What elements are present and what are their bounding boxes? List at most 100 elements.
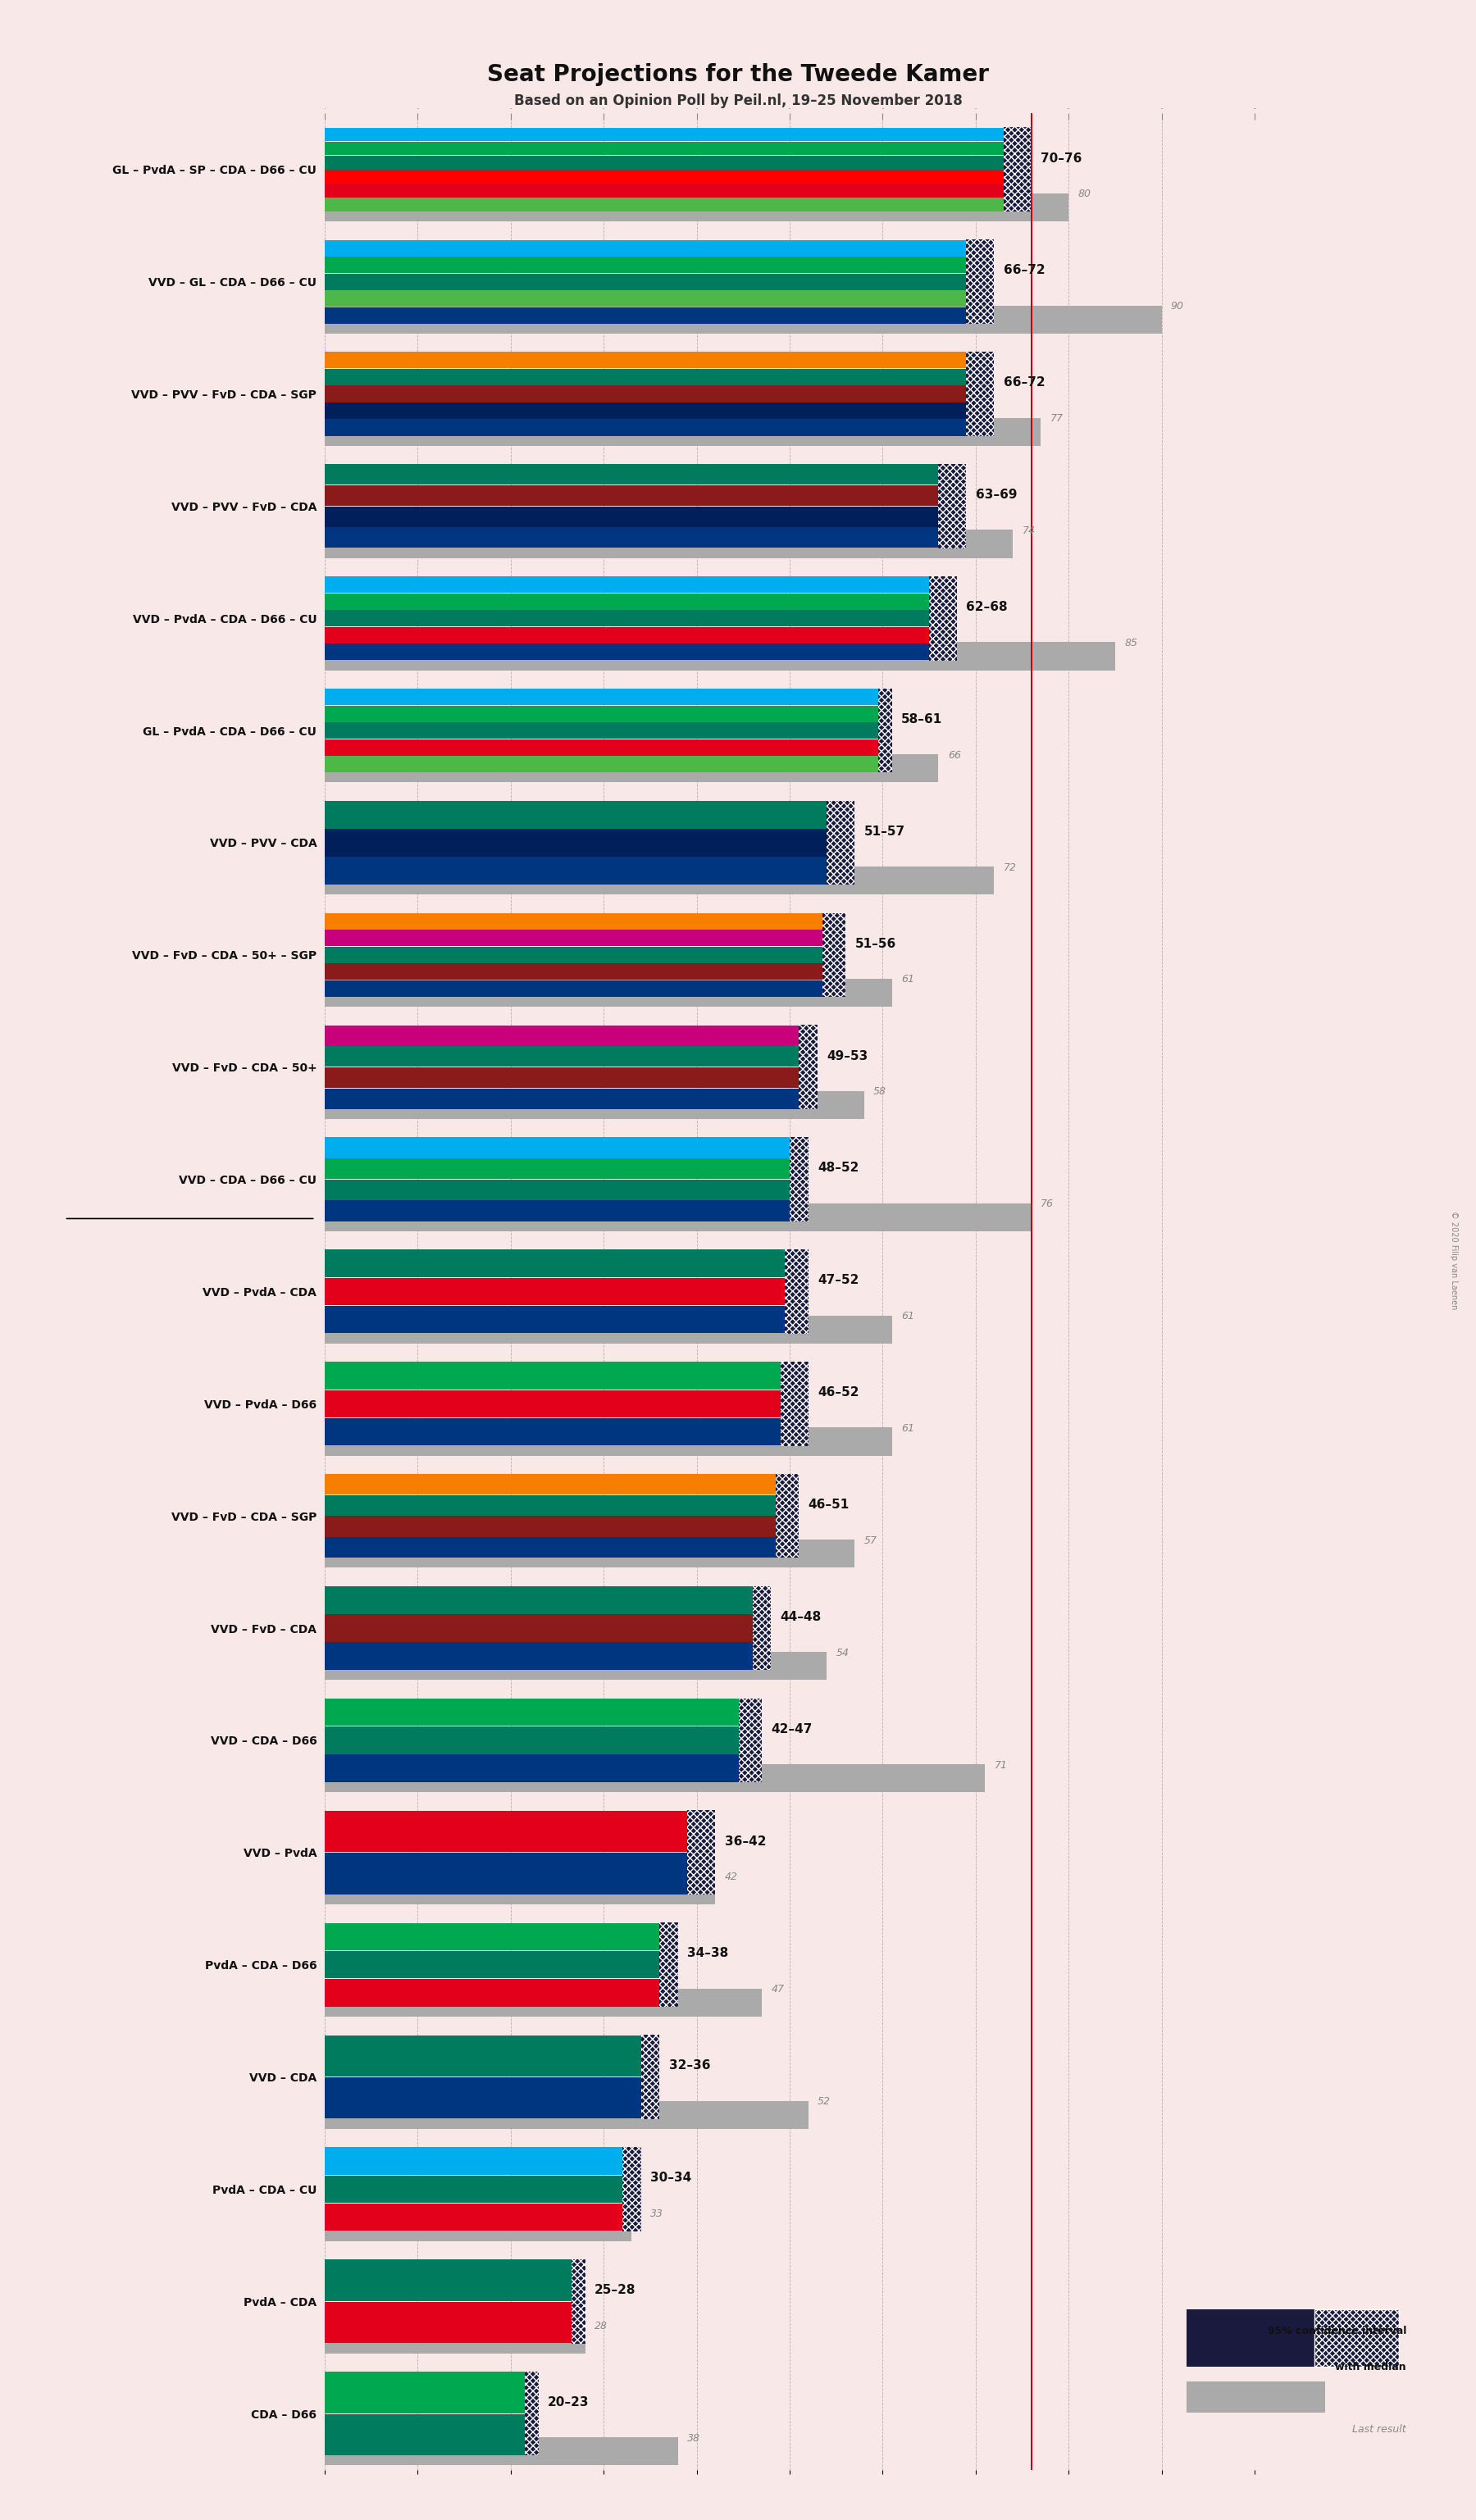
Bar (325, 980, 822, 998)
Bar (325, 1537, 776, 1557)
Bar (325, 141, 1004, 156)
Text: 57: 57 (863, 1535, 877, 1545)
Bar (325, 2076, 641, 2119)
Bar (325, 2213, 632, 2240)
Bar (325, 948, 822, 963)
Bar (571, 2260, 584, 2344)
Bar (822, 912, 846, 998)
Bar (325, 1278, 785, 1305)
Bar (325, 2371, 524, 2414)
Bar (325, 592, 930, 610)
Bar (325, 1391, 781, 1416)
Bar (325, 169, 1004, 184)
Bar (790, 1137, 809, 1222)
Bar (781, 1361, 809, 1446)
Bar (325, 1089, 799, 1109)
Bar (325, 2414, 524, 2454)
Bar (325, 1494, 776, 1515)
Text: 71: 71 (995, 1759, 1007, 1772)
Bar (325, 2301, 571, 2344)
Text: 66–72: 66–72 (1004, 265, 1045, 277)
Bar (325, 857, 827, 885)
Bar (325, 1419, 781, 1446)
Bar (325, 643, 1116, 670)
Text: 58–61: 58–61 (902, 713, 943, 726)
Bar (325, 1026, 799, 1046)
Bar (325, 577, 930, 592)
Text: Last result: Last result (1352, 2424, 1407, 2434)
Text: 48–52: 48–52 (818, 1162, 859, 1174)
Text: 72: 72 (1004, 862, 1017, 872)
Bar (753, 1585, 770, 1671)
Bar (325, 129, 1004, 141)
Bar (781, 1361, 809, 1446)
Text: 42–47: 42–47 (770, 1724, 812, 1736)
Text: 85: 85 (1125, 638, 1138, 648)
Bar (524, 2371, 539, 2454)
Bar (325, 1877, 716, 1905)
Text: 62–68: 62–68 (967, 600, 1008, 612)
Bar (325, 1653, 827, 1681)
Bar (878, 688, 892, 774)
Bar (641, 2034, 660, 2119)
Text: © 2020 Filip van Laenen: © 2020 Filip van Laenen (1449, 1210, 1458, 1310)
Bar (524, 2371, 539, 2454)
Text: 30–34: 30–34 (649, 2172, 691, 2185)
Bar (325, 1159, 790, 1179)
Bar (325, 867, 995, 895)
Bar (325, 610, 930, 627)
Bar (325, 275, 967, 290)
Bar (325, 723, 878, 738)
Bar (325, 706, 878, 721)
Bar (325, 1585, 753, 1613)
Bar (967, 353, 995, 436)
Text: 77: 77 (1049, 413, 1063, 423)
Bar (776, 1474, 799, 1557)
Bar (878, 688, 892, 774)
Bar (325, 239, 967, 257)
Text: 66: 66 (948, 751, 961, 761)
Text: 47–52: 47–52 (818, 1275, 859, 1285)
Bar (623, 2147, 641, 2230)
Bar (939, 464, 967, 549)
Text: with median: with median (1336, 2361, 1407, 2374)
Bar (325, 2260, 571, 2301)
Text: Seat Projections for the Tweede Kamer: Seat Projections for the Tweede Kamer (487, 63, 989, 86)
Bar (325, 418, 1041, 446)
Bar (325, 2036, 641, 2076)
Text: 25–28: 25–28 (595, 2283, 636, 2296)
Bar (325, 464, 939, 484)
Bar (822, 912, 846, 998)
Bar (930, 577, 956, 660)
Text: 44–48: 44–48 (781, 1610, 822, 1623)
Bar (325, 353, 967, 368)
Bar (827, 801, 855, 885)
Bar (325, 307, 967, 323)
Bar (325, 2102, 809, 2129)
Bar (660, 1923, 677, 2006)
Bar (930, 577, 956, 660)
Text: 74: 74 (1021, 527, 1035, 537)
Bar (325, 738, 878, 756)
Bar (325, 930, 822, 948)
Text: 47: 47 (770, 1983, 784, 1996)
Bar (325, 1361, 781, 1389)
Bar (827, 801, 855, 885)
Bar (641, 2034, 660, 2119)
Bar (325, 1202, 1032, 1232)
Text: 58: 58 (874, 1086, 887, 1096)
Bar (1314, 2308, 1399, 2366)
Bar (325, 403, 967, 418)
Text: 34–38: 34–38 (688, 1948, 729, 1961)
Bar (325, 1540, 855, 1567)
Bar (325, 386, 967, 403)
Text: 63–69: 63–69 (976, 489, 1017, 501)
Text: 33: 33 (649, 2208, 663, 2220)
Bar (776, 1474, 799, 1557)
Bar (325, 1315, 892, 1343)
Bar (325, 1643, 753, 1671)
Text: Based on an Opinion Poll by Peil.nl, 19–25 November 2018: Based on an Opinion Poll by Peil.nl, 19–… (514, 93, 962, 108)
Text: 20–23: 20–23 (548, 2397, 589, 2409)
Text: 54: 54 (835, 1648, 849, 1658)
Text: 38: 38 (688, 2432, 701, 2444)
